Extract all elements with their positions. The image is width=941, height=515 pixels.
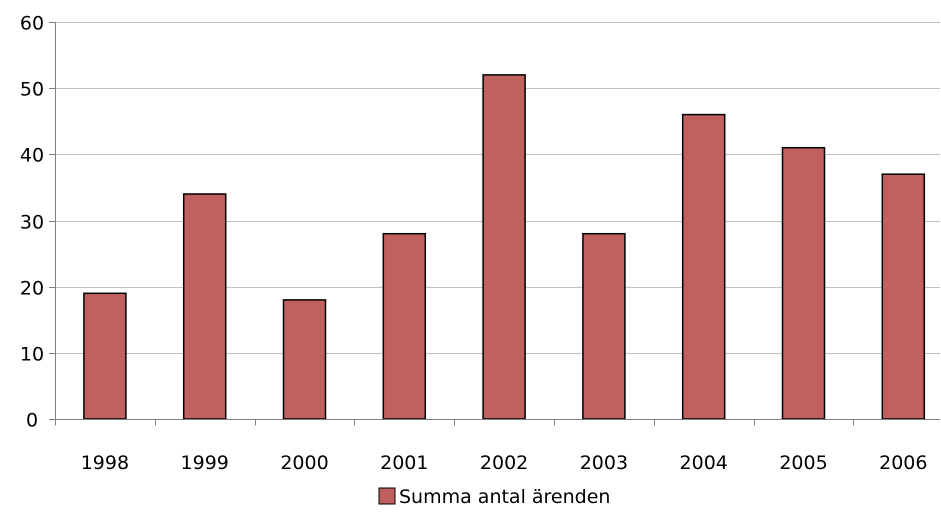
x-tick-label: 2005 bbox=[779, 452, 827, 474]
bar-2003 bbox=[582, 232, 626, 420]
y-tick-labels: 0 10 20 30 40 50 60 bbox=[20, 13, 44, 432]
legend-label: Summa antal ärenden bbox=[399, 486, 610, 508]
legend-swatch bbox=[378, 487, 396, 505]
bar-1998 bbox=[83, 292, 127, 420]
bar-2004 bbox=[681, 113, 726, 420]
x-tick-label: 2000 bbox=[280, 452, 328, 474]
x-tick-label: 2004 bbox=[680, 452, 728, 474]
y-tick-label: 20 bbox=[20, 278, 44, 300]
bar-1999 bbox=[182, 193, 227, 420]
y-tick-label: 30 bbox=[20, 212, 44, 234]
bars bbox=[83, 74, 926, 420]
x-tick-label: 2002 bbox=[480, 452, 528, 474]
x-tick-label: 1998 bbox=[81, 452, 129, 474]
bar-2005 bbox=[781, 146, 826, 420]
x-tick-labels: 1998 1999 2000 2001 2002 2003 2004 2005 2006 bbox=[81, 452, 928, 474]
bar-2002 bbox=[482, 74, 526, 420]
y-tick-label: 40 bbox=[20, 145, 44, 167]
y-tick-label: 50 bbox=[20, 79, 44, 101]
bar-2001 bbox=[382, 232, 427, 420]
y-tick-label: 10 bbox=[20, 344, 44, 366]
bar-2000 bbox=[282, 299, 327, 420]
legend: Summa antal ärenden bbox=[378, 486, 610, 508]
x-tick-label: 1999 bbox=[181, 452, 229, 474]
y-tick-label: 60 bbox=[20, 13, 44, 35]
x-tick-label: 2003 bbox=[580, 452, 628, 474]
axes bbox=[49, 22, 940, 426]
x-tick-label: 2001 bbox=[380, 452, 428, 474]
x-tick-label: 2006 bbox=[879, 452, 927, 474]
bar-2006 bbox=[881, 173, 926, 420]
y-tick-label: 0 bbox=[26, 410, 38, 432]
